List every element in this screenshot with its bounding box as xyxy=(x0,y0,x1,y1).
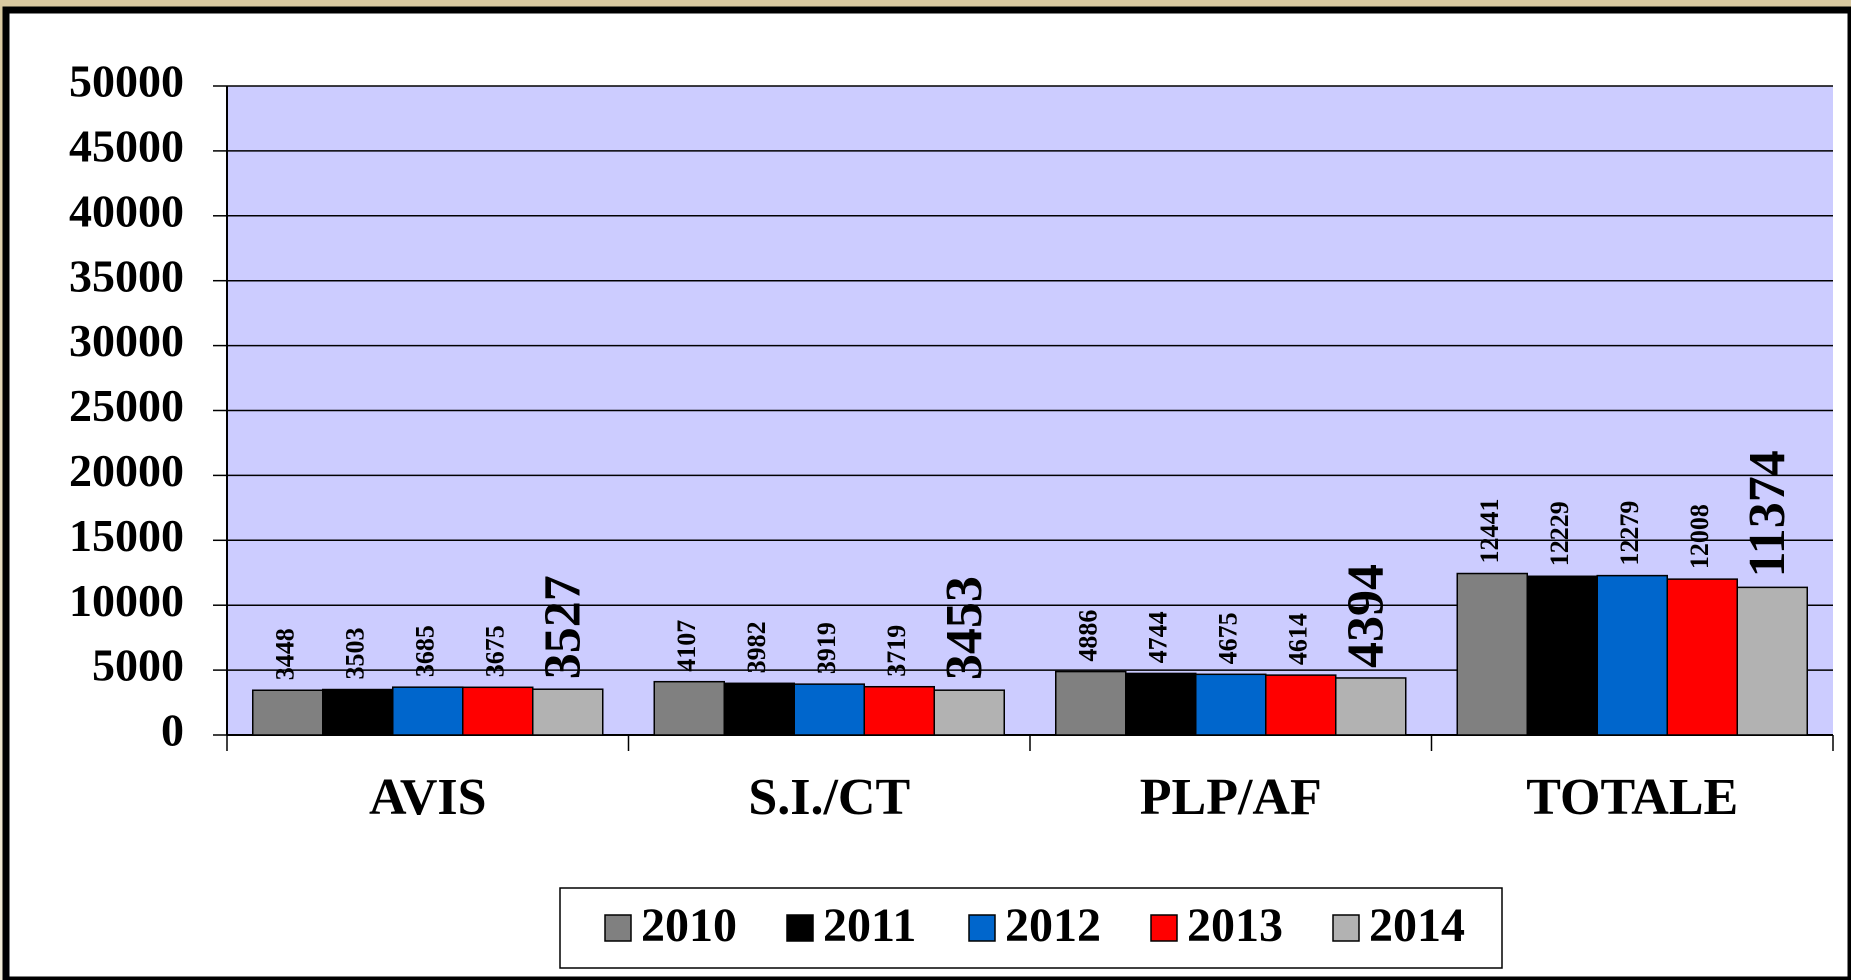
legend-label: 2010 xyxy=(641,899,737,952)
data-label: 12441 xyxy=(1475,499,1504,564)
data-label: 4614 xyxy=(1284,613,1313,665)
data-label: 3685 xyxy=(411,625,440,677)
y-tick-label: 35000 xyxy=(69,250,184,301)
bar xyxy=(933,689,1005,736)
y-tick-label: 15000 xyxy=(69,510,184,561)
legend-swatch xyxy=(968,914,996,942)
legend-swatch xyxy=(1332,914,1360,942)
bar xyxy=(1596,574,1668,736)
y-tick-label: 45000 xyxy=(69,120,184,171)
bar xyxy=(723,682,795,736)
bar xyxy=(392,686,464,736)
data-label: 3675 xyxy=(481,625,510,677)
y-tick-label: 20000 xyxy=(69,445,184,496)
legend-label: 2014 xyxy=(1369,899,1465,952)
legend-swatch xyxy=(786,914,814,942)
bar xyxy=(653,680,725,736)
x-tick-label: AVIS xyxy=(369,769,487,826)
data-label: 12229 xyxy=(1545,501,1574,566)
bar xyxy=(1055,670,1127,736)
data-label: 12008 xyxy=(1685,504,1714,569)
data-label: 3982 xyxy=(742,621,771,673)
data-label: 11374 xyxy=(1739,450,1796,577)
data-label: 3453 xyxy=(936,576,993,680)
y-tick-label: 5000 xyxy=(92,640,184,691)
legend-label: 2013 xyxy=(1187,899,1283,952)
x-tick-label: TOTALE xyxy=(1526,769,1738,826)
legend-label: 2012 xyxy=(1005,899,1101,952)
y-tick-label: 10000 xyxy=(69,575,184,626)
data-label: 3527 xyxy=(535,575,592,679)
bar xyxy=(1526,575,1598,736)
legend-swatch xyxy=(604,914,632,942)
y-tick-label: 50000 xyxy=(69,56,184,107)
y-tick-label: 40000 xyxy=(69,185,184,236)
data-label: 4886 xyxy=(1074,610,1103,662)
data-label: 12279 xyxy=(1615,501,1644,566)
data-label: 3719 xyxy=(882,625,911,677)
x-tick-label: PLP/AF xyxy=(1140,769,1322,826)
bar xyxy=(1666,578,1738,736)
y-tick-label: 25000 xyxy=(69,380,184,431)
y-tick-label: 0 xyxy=(161,705,184,756)
bar xyxy=(322,688,394,736)
bar xyxy=(462,686,534,736)
bar xyxy=(252,689,324,736)
data-label: 3448 xyxy=(271,628,300,680)
legend-swatch xyxy=(1150,914,1178,942)
bar xyxy=(1125,672,1197,736)
bar xyxy=(1335,677,1407,736)
data-label: 4675 xyxy=(1214,612,1243,664)
bar xyxy=(1265,674,1337,736)
bar xyxy=(1195,673,1267,736)
data-label: 4394 xyxy=(1338,564,1395,668)
bar xyxy=(1456,572,1528,736)
bar xyxy=(793,683,865,736)
legend-label: 2011 xyxy=(823,899,916,952)
data-label: 4744 xyxy=(1144,611,1173,663)
data-label: 3919 xyxy=(812,622,841,674)
bar xyxy=(863,685,935,736)
data-label: 4107 xyxy=(672,620,701,672)
bar xyxy=(532,688,604,736)
bar xyxy=(1736,586,1808,736)
y-tick-label: 30000 xyxy=(69,315,184,366)
x-tick-label: S.I./CT xyxy=(748,769,910,826)
data-label: 3503 xyxy=(341,628,370,680)
